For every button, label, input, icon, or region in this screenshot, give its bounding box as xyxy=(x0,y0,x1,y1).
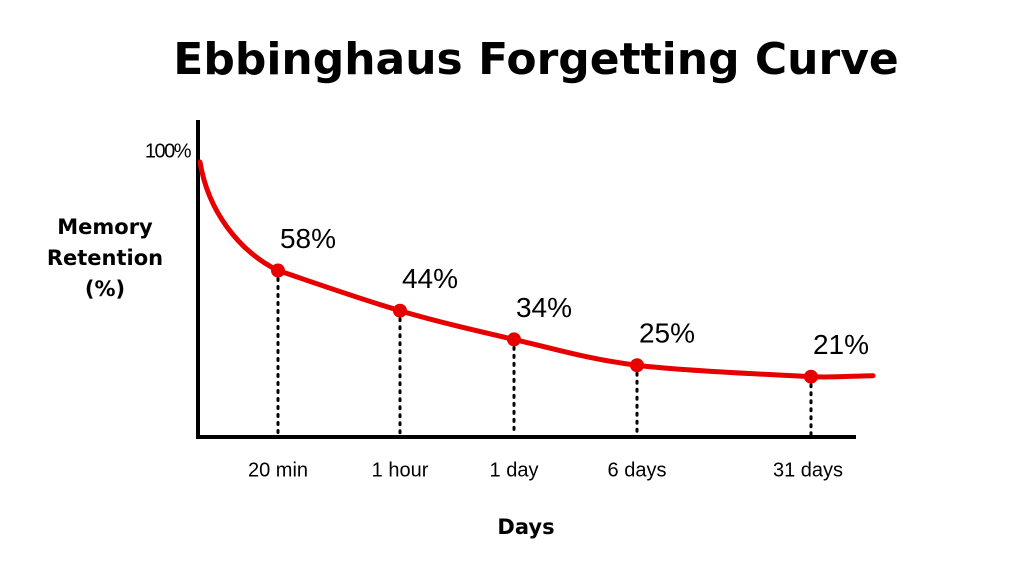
x-tick-label: 31 days xyxy=(773,459,843,481)
data-label: 34% xyxy=(516,292,572,323)
data-label: 25% xyxy=(639,318,695,349)
forgetting-curve xyxy=(275,268,814,380)
x-axis-label: Days xyxy=(497,515,554,539)
x-tick-label: 6 days xyxy=(608,459,667,481)
x-tick-label: 20 min xyxy=(248,459,308,481)
data-point xyxy=(630,358,644,373)
x-tick-label: 1 hour xyxy=(372,459,429,481)
data-label: 21% xyxy=(813,329,869,360)
data-label: 44% xyxy=(402,263,458,294)
data-point xyxy=(271,263,285,278)
data-point xyxy=(507,332,521,347)
x-tick-label: 1 day xyxy=(490,459,539,481)
curve-lead-in xyxy=(197,159,281,274)
data-point xyxy=(804,369,818,384)
y-axis-label: Memory Retention (%) xyxy=(46,215,164,301)
data-label: 58% xyxy=(280,223,336,254)
y-tick-label: 100% xyxy=(145,140,192,162)
curve-tail xyxy=(808,373,876,380)
data-point xyxy=(393,303,407,318)
chart-title: Ebbinghaus Forgetting Curve xyxy=(173,34,898,85)
